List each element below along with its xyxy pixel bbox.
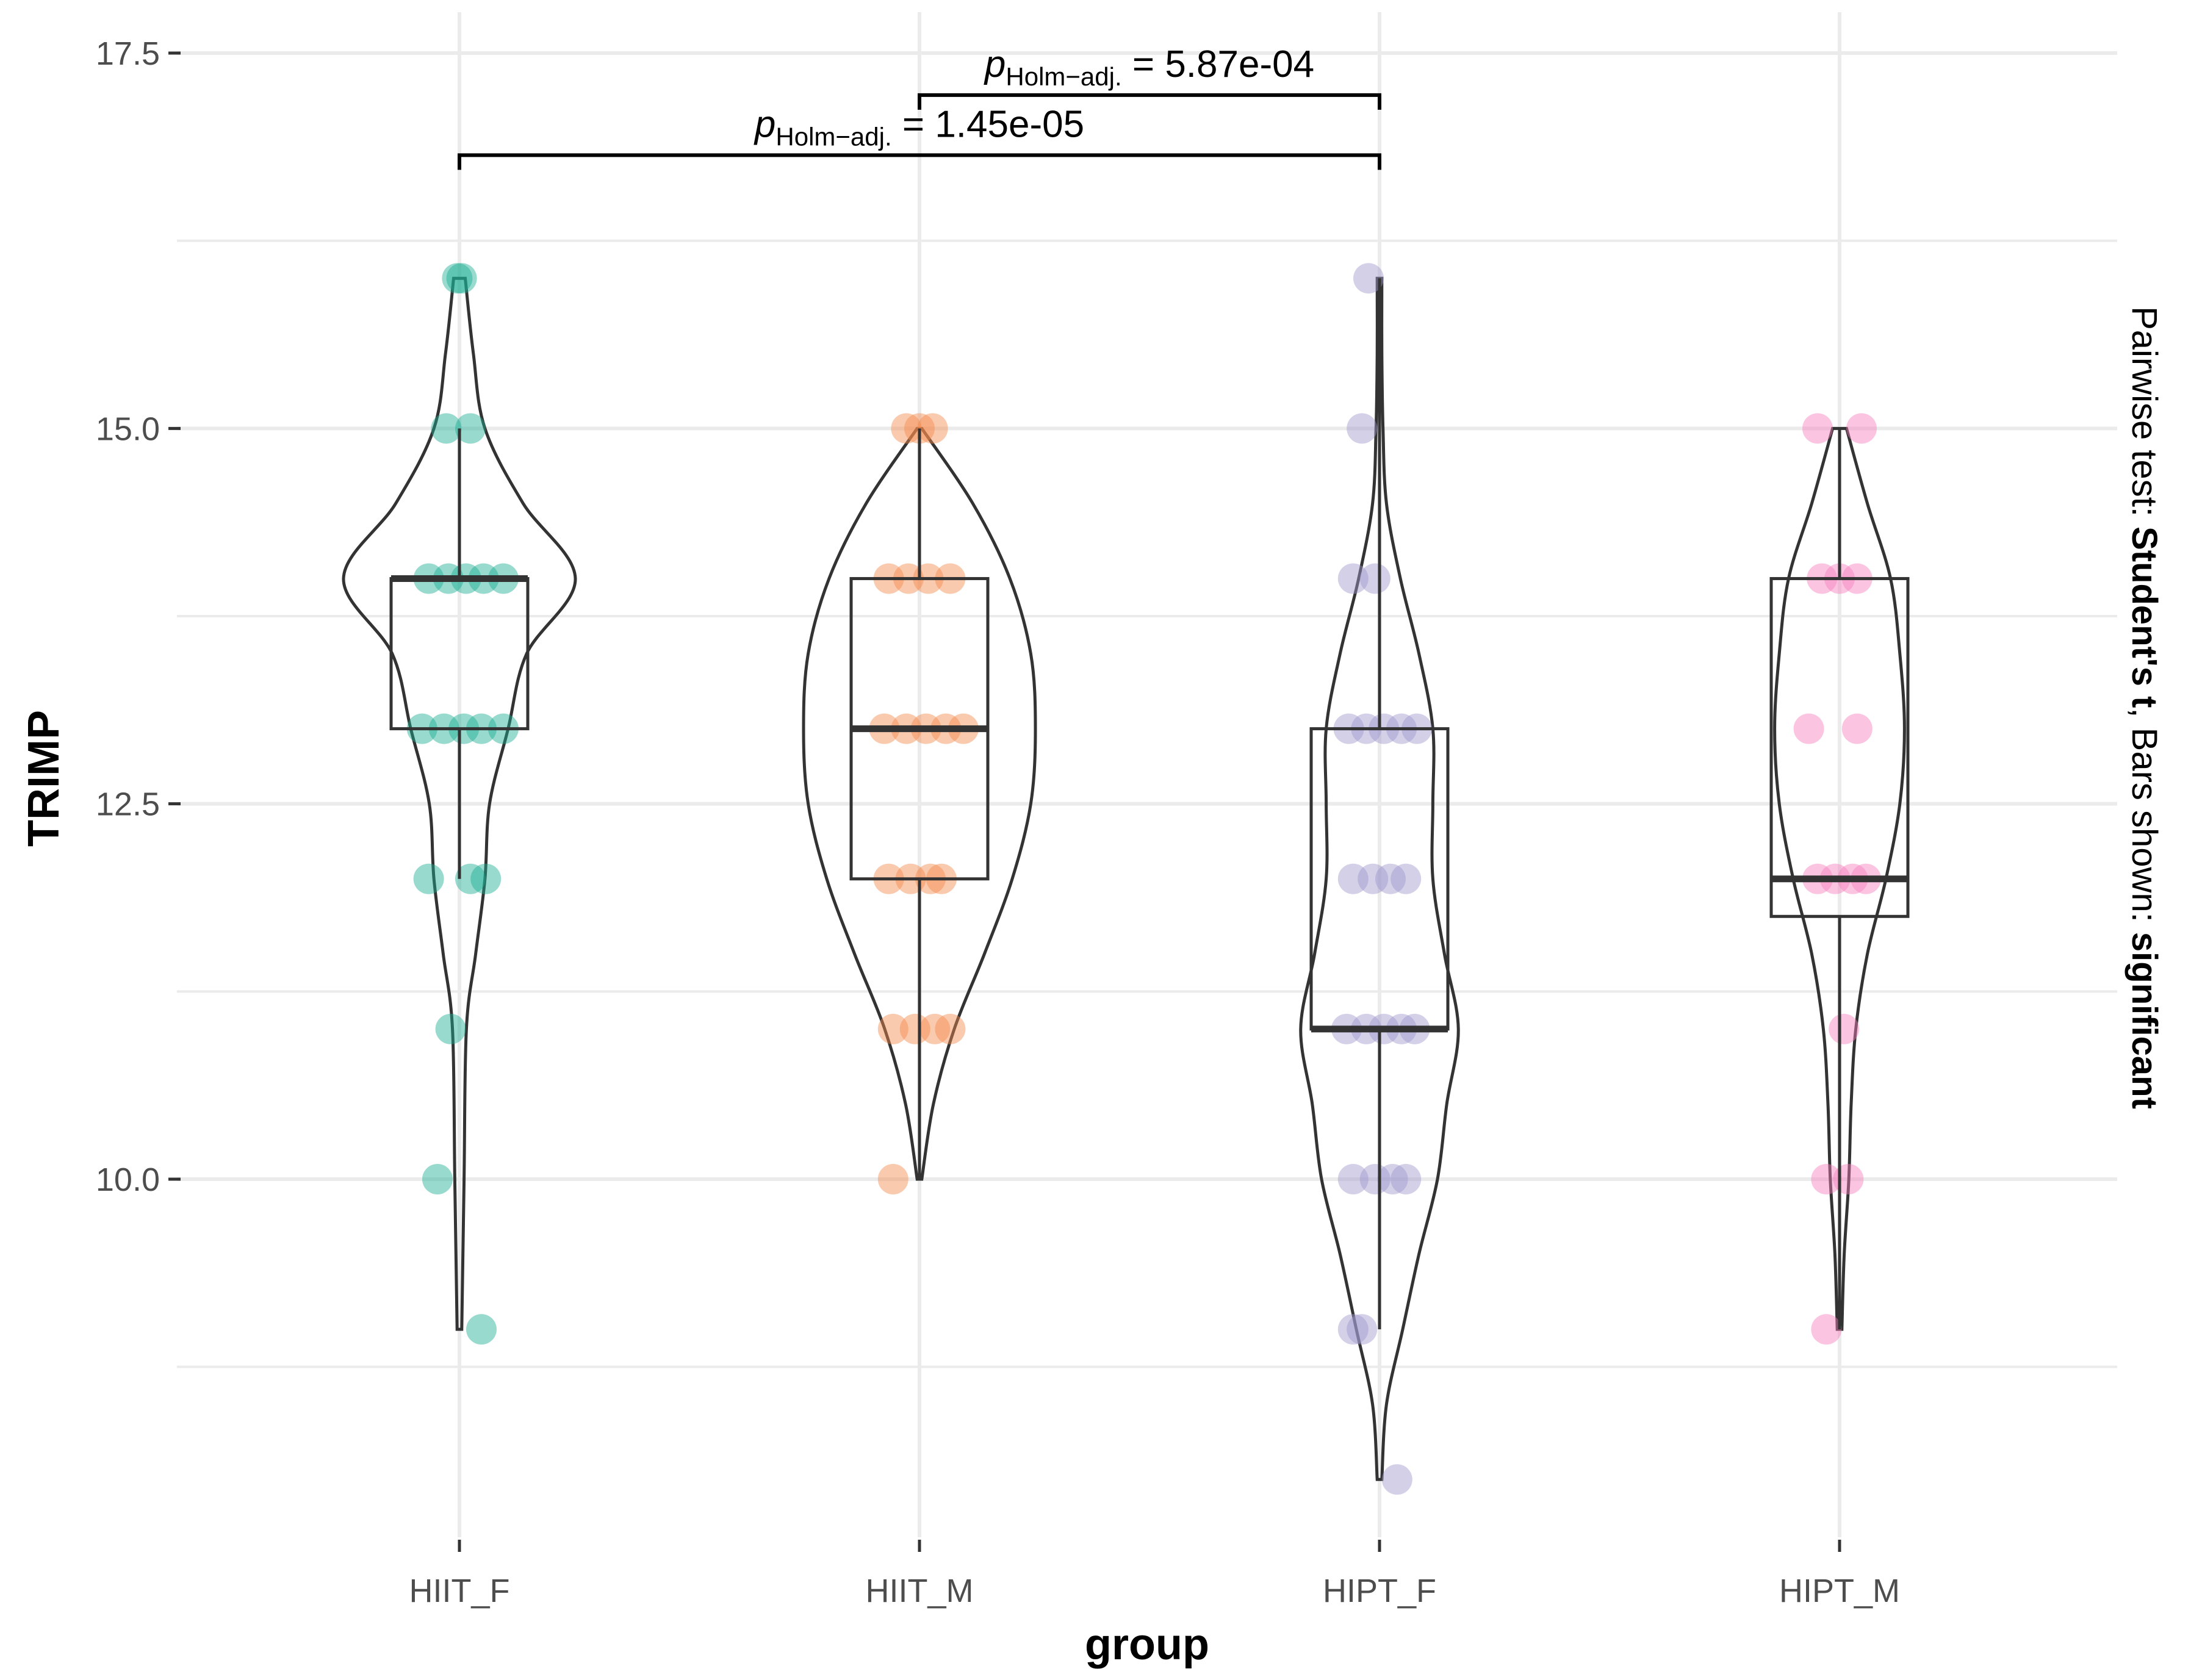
side-caption-middle: , Bars shown: <box>2124 708 2164 932</box>
data-point-HIPT_F <box>1337 863 1369 894</box>
data-point-HIIT_M <box>919 1013 951 1044</box>
bracket-HIIT_M-HIPT_F <box>918 93 1381 110</box>
data-point-HIPT_F <box>1347 413 1378 444</box>
data-point-HIPT_F <box>1377 1164 1408 1194</box>
data-point-HIPT_M <box>1802 413 1833 444</box>
data-point-HIPT_F <box>1353 263 1384 294</box>
p-value-label: pHolm−adj. = 5.87e-04 <box>984 43 1314 91</box>
data-point-HIIT_M <box>877 1013 908 1044</box>
data-point-HIPT_F <box>1337 1314 1369 1345</box>
data-point-HIIT_F <box>431 413 462 444</box>
data-point-HIPT_F <box>1359 1164 1391 1194</box>
bracket-HIIT_F-HIPT_F <box>458 153 1381 170</box>
data-point-HIPT_F <box>1381 1464 1412 1495</box>
box-HIPT_M <box>1769 576 1910 918</box>
data-point-HIIT_F <box>446 263 477 294</box>
side-caption: Pairwise test: Student's t, Bars shown: … <box>2124 306 2164 1109</box>
x-tick-label: HIPT_F <box>1323 1573 1436 1609</box>
side-caption-test: Student's t <box>2124 526 2164 708</box>
x-tick-label: HIPT_M <box>1779 1573 1900 1609</box>
data-point-HIIT_F <box>422 1164 453 1194</box>
data-point-HIIT_F <box>470 863 502 894</box>
data-point-HIIT_F <box>435 1013 466 1044</box>
data-point-HIPT_M <box>1793 713 1824 744</box>
violin-HIIT_F <box>342 276 577 1331</box>
data-point-HIPT_F <box>1391 1164 1422 1194</box>
x-tick-label: HIIT_F <box>409 1573 509 1609</box>
data-point-HIPT_F <box>1337 1164 1369 1194</box>
p-symbol: p <box>754 103 775 145</box>
data-point-HIPT_M <box>1829 1013 1860 1044</box>
data-point-HIPT_F <box>1359 563 1391 594</box>
y-tick-label: 10.0 <box>96 1161 160 1198</box>
data-point-HIPT_M <box>1833 1164 1864 1194</box>
data-point-HIIT_M <box>899 1013 930 1044</box>
data-points <box>406 263 1882 1495</box>
p-subscript: Holm−adj. <box>775 122 891 151</box>
x-tick-label: HIIT_M <box>865 1573 973 1609</box>
data-point-HIPT_F <box>1337 563 1369 594</box>
violin-HIPT_F <box>1299 276 1460 1481</box>
data-point-HIPT_M <box>1846 413 1877 444</box>
data-point-HIPT_F <box>1358 863 1389 894</box>
data-point-HIPT_M <box>1811 1314 1842 1345</box>
side-caption-prefix: Pairwise test: <box>2124 306 2164 526</box>
gridlines <box>177 12 2117 1537</box>
p-subscript: Holm−adj. <box>1006 62 1121 91</box>
side-caption-bars: significant <box>2124 932 2164 1109</box>
data-point-HIPT_F <box>1347 1314 1378 1345</box>
data-point-HIPT_M <box>1811 1164 1842 1194</box>
data-point-HIIT_M <box>877 1164 908 1194</box>
data-point-HIIT_F <box>413 863 444 894</box>
x-axis-title: group <box>1085 1620 1209 1669</box>
data-point-HIIT_F <box>455 413 486 444</box>
data-point-HIPT_F <box>1375 863 1406 894</box>
data-point-HIPT_M <box>1841 713 1873 744</box>
data-point-HIIT_M <box>935 1013 966 1044</box>
violin-HIPT_M <box>1773 426 1906 1331</box>
p-value-label: pHolm−adj. = 1.45e-05 <box>754 103 1084 151</box>
y-tick-label: 15.0 <box>96 411 160 447</box>
violin-HIIT_M <box>802 426 1037 1181</box>
data-point-HIIT_M <box>891 413 922 444</box>
data-point-HIIT_F <box>442 263 473 294</box>
y-axis-title: TRIMP <box>20 710 68 847</box>
data-point-HIPT_F <box>1391 863 1422 894</box>
y-tick-label: 17.5 <box>96 35 160 72</box>
p-symbol: p <box>984 43 1006 85</box>
p-value: = 5.87e-04 <box>1122 43 1314 85</box>
data-point-HIIT_M <box>917 413 948 444</box>
boxplots <box>389 278 1910 1330</box>
axes: 10.0 12.5 15.0 17.5 HIIT_F HIIT_M HIPT_F HIPT_M <box>96 35 1900 1609</box>
y-tick-label: 12.5 <box>96 786 160 823</box>
violins <box>342 276 1906 1481</box>
data-point-HIIT_F <box>455 863 486 894</box>
p-value: = 1.45e-05 <box>892 103 1084 145</box>
data-point-HIIT_F <box>466 1314 497 1345</box>
